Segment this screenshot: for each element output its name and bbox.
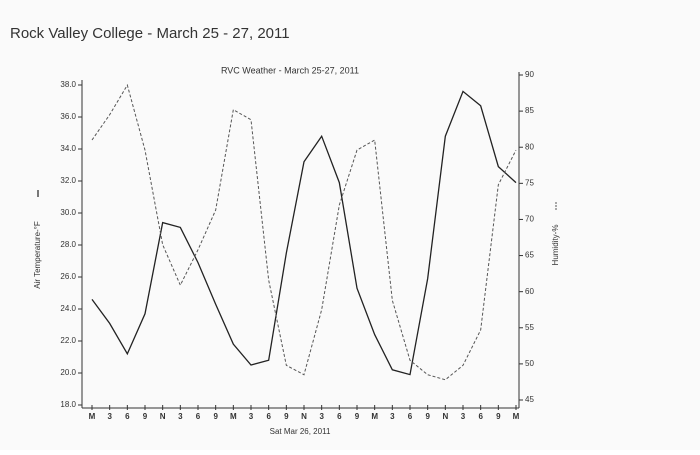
x-tick-label: 9 <box>425 412 430 421</box>
x-tick-label: 3 <box>390 412 395 421</box>
y2-tick-label: 75 <box>525 178 534 187</box>
y-tick-label: 30.0 <box>60 208 76 217</box>
x-tick-label: 3 <box>178 412 183 421</box>
x-tick-label: M <box>230 412 237 421</box>
x-tick-label: 6 <box>196 412 201 421</box>
y2-tick-label: 65 <box>525 251 534 260</box>
x-tick-label: 6 <box>266 412 271 421</box>
x-tick-label: 6 <box>408 412 413 421</box>
y-axis-label: Air Temperature-°F <box>33 221 42 289</box>
x-tick-label: 9 <box>213 412 218 421</box>
y2-tick-label: 90 <box>525 70 534 79</box>
y-tick-label: 18.0 <box>60 400 76 409</box>
y2-tick-label: 50 <box>525 359 534 368</box>
y2-tick-label: 85 <box>525 106 534 115</box>
x-tick-label: M <box>371 412 378 421</box>
x-tick-label: 9 <box>496 412 501 421</box>
x-tick-label: M <box>513 412 520 421</box>
y2-tick-label: 55 <box>525 323 534 332</box>
y-tick-label: 32.0 <box>60 176 76 185</box>
x-tick-label: 6 <box>337 412 342 421</box>
y-tick-label: 28.0 <box>60 240 76 249</box>
x-tick-label: 6 <box>125 412 130 421</box>
x-tick-label: N <box>442 412 448 421</box>
y2-tick-label: 80 <box>525 142 534 151</box>
x-tick-label: 3 <box>249 412 254 421</box>
y2-tick-label: 60 <box>525 287 534 296</box>
y-tick-label: 36.0 <box>60 112 76 121</box>
x-axis-label: Sat Mar 26, 2011 <box>270 427 331 436</box>
y-tick-label: 38.0 <box>60 80 76 89</box>
chart-title: RVC Weather - March 25-27, 2011 <box>221 65 359 75</box>
x-tick-label: 3 <box>319 412 324 421</box>
y2-tick-label: 45 <box>525 395 534 404</box>
y-tick-label: 20.0 <box>60 368 76 377</box>
x-tick-label: 9 <box>143 412 148 421</box>
x-tick-label: 9 <box>284 412 289 421</box>
x-tick-label: 3 <box>461 412 466 421</box>
x-tick-label: N <box>160 412 166 421</box>
x-tick-label: 9 <box>355 412 360 421</box>
y-tick-label: 24.0 <box>60 304 76 313</box>
y2-tick-label: 70 <box>525 215 534 224</box>
y-tick-label: 22.0 <box>60 336 76 345</box>
y-tick-label: 34.0 <box>60 144 76 153</box>
y2-axis-label: Humidity-% <box>551 225 560 266</box>
x-tick-label: 6 <box>478 412 483 421</box>
x-tick-label: 3 <box>107 412 112 421</box>
page-title: Rock Valley College - March 25 - 27, 201… <box>10 25 290 42</box>
x-tick-label: M <box>89 412 96 421</box>
x-tick-label: N <box>301 412 307 421</box>
series-line <box>91 83 517 381</box>
y-tick-label: 26.0 <box>60 272 76 281</box>
series-line <box>91 90 517 376</box>
